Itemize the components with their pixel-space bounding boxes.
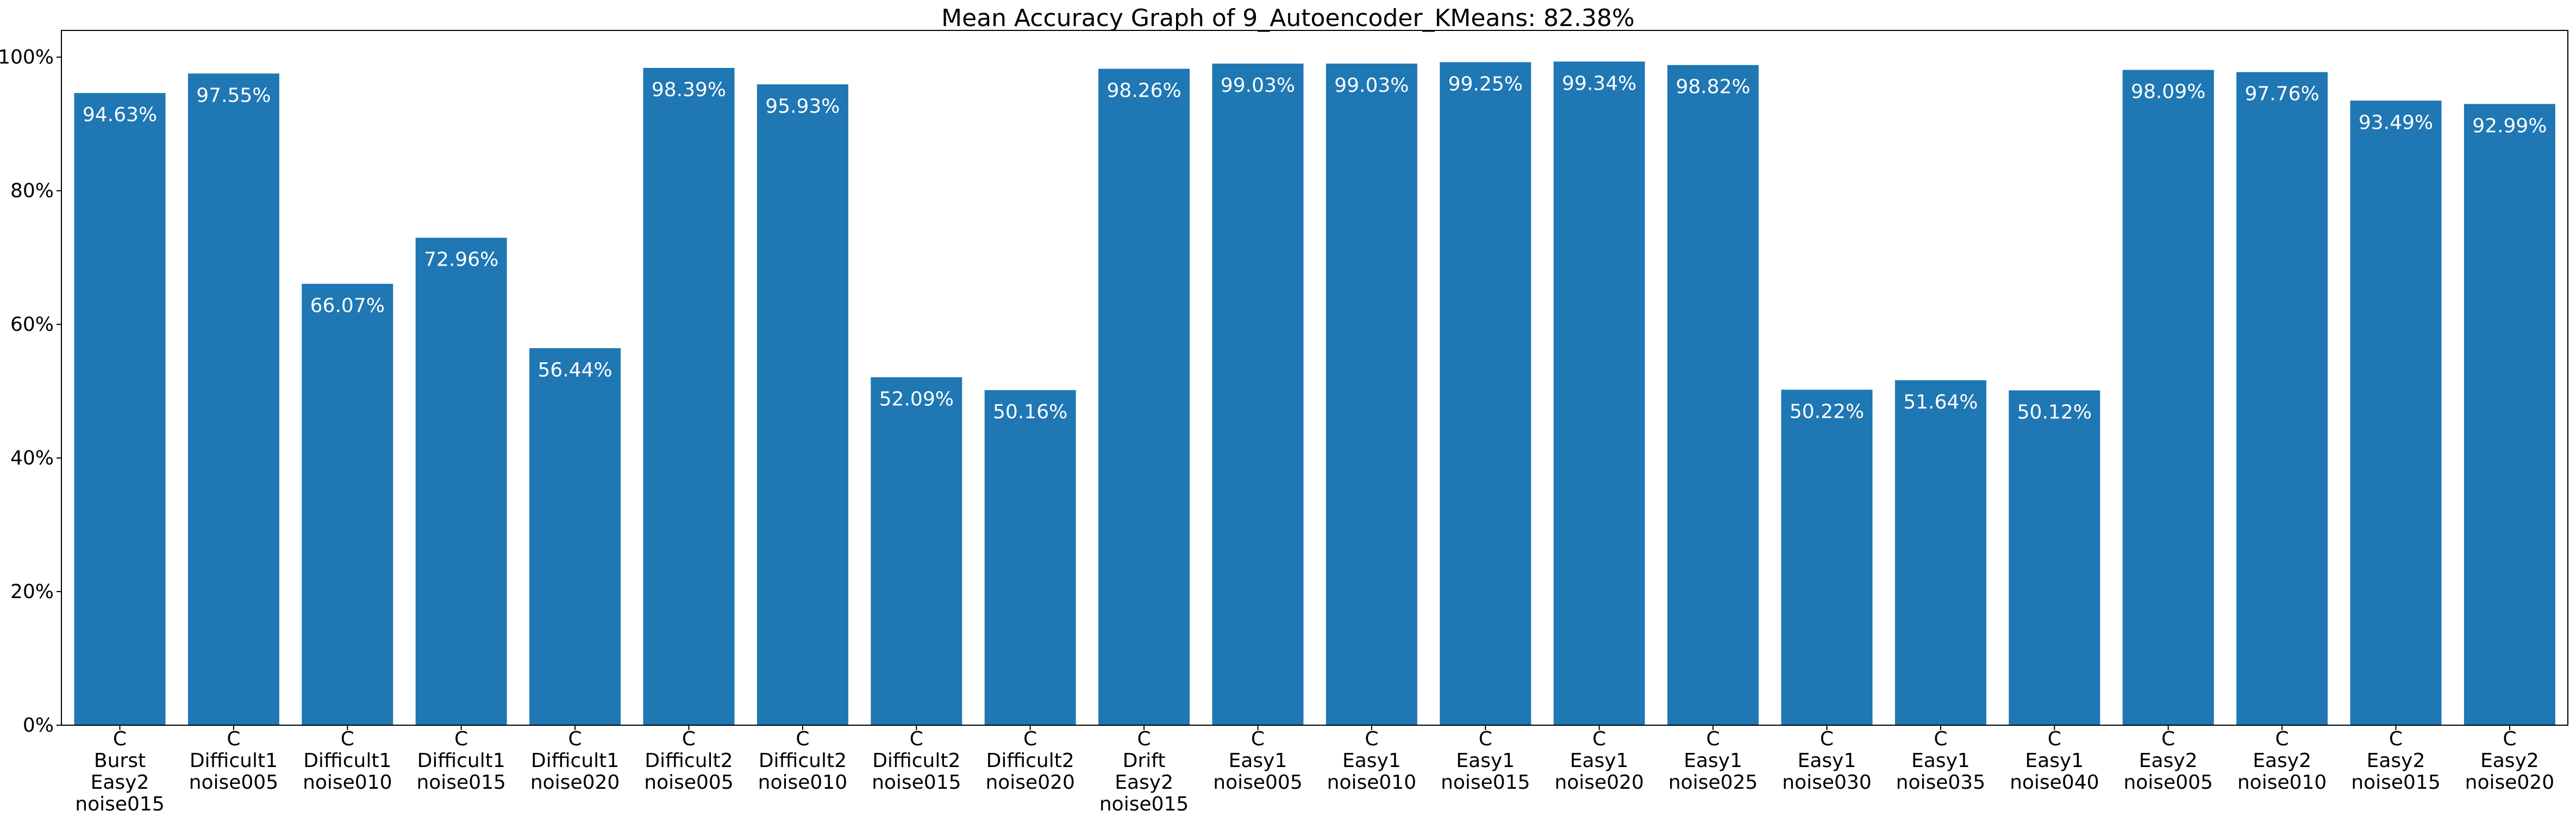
x-tick-label: C Difficult1 noise005	[189, 728, 278, 794]
bar	[2009, 390, 2100, 725]
x-tick-label: C Easy2 noise020	[2465, 728, 2554, 794]
bar	[984, 390, 1076, 725]
bar	[643, 67, 735, 726]
bar	[74, 93, 166, 726]
x-tick-label: C Easy2 noise010	[2237, 728, 2327, 794]
bar-value-label: 99.03%	[1221, 74, 1295, 97]
bar-value-label: 95.93%	[765, 95, 840, 117]
x-tick-label: C Difficult2 noise005	[644, 728, 733, 794]
bar-value-label: 51.64%	[1903, 391, 1978, 413]
x-axis: C Burst Easy2 noise015 C Difficult1 noise005 C D…	[75, 725, 2554, 815]
bar-value-label: 98.39%	[652, 79, 726, 101]
bar	[756, 84, 848, 725]
bar-value-label: 98.09%	[2131, 81, 2205, 103]
x-tick-label: C Difficult2 noise015	[872, 728, 961, 794]
x-tick-label: C Easy2 noise015	[2351, 728, 2440, 794]
plot-frame	[61, 30, 2568, 726]
chart-title: Mean Accuracy Graph of 9_Autoencoder_KMe…	[941, 4, 1635, 32]
bar	[187, 73, 279, 725]
bar-value-label: 99.25%	[1448, 73, 1523, 95]
bar-value-label: 94.63%	[83, 104, 157, 126]
bar-value-label: 99.03%	[1334, 74, 1409, 97]
bar	[1553, 61, 1645, 725]
bar-value-label: 52.09%	[879, 388, 954, 410]
bar-value-label: 72.96%	[424, 249, 498, 271]
bar-value-label: 97.76%	[2244, 83, 2319, 105]
x-tick-label: C Easy1 noise040	[2010, 728, 2099, 794]
x-tick-label: C Difficult1 noise015	[416, 728, 505, 794]
bar	[415, 237, 507, 726]
x-tick-label: C Easy1 noise025	[1668, 728, 1758, 794]
bar-value-label: 92.99%	[2472, 115, 2547, 137]
y-tick-label: 100%	[0, 46, 54, 68]
bar	[1781, 389, 1873, 725]
x-tick-label: C Difficult1 noise020	[530, 728, 620, 794]
bars-layer: 94.63% 97.55% 66.07% 72.96% 56.44% 98.39% 95.9…	[74, 61, 2555, 726]
x-tick-label: C Easy2 noise005	[2123, 728, 2212, 794]
x-tick-label: C Difficult1 noise010	[303, 728, 392, 794]
bar	[2464, 104, 2555, 725]
bar-value-label: 98.82%	[1675, 76, 1750, 98]
x-tick-label: C Easy1 noise035	[1896, 728, 1985, 794]
x-tick-label: C Difficult2 noise010	[758, 728, 847, 794]
bar-value-label: 93.49%	[2359, 111, 2433, 134]
x-tick-label: C Easy1 noise015	[1441, 728, 1530, 794]
bar-value-label: 99.34%	[1562, 72, 1636, 95]
bar	[302, 284, 393, 725]
x-tick-label: C Easy1 noise010	[1327, 728, 1416, 794]
bar	[1098, 68, 1190, 726]
x-tick-label: C Easy1 noise005	[1213, 728, 1302, 794]
bar-value-label: 50.16%	[993, 401, 1067, 423]
bar	[1440, 62, 1531, 725]
bar-value-label: 97.55%	[196, 84, 271, 106]
y-tick-label: 0%	[23, 714, 54, 737]
bar-value-label: 66.07%	[310, 294, 385, 317]
y-tick-label: 40%	[10, 447, 54, 469]
y-tick-label: 20%	[10, 581, 54, 603]
bar	[871, 377, 962, 725]
bar	[1325, 64, 1417, 726]
bar	[2350, 100, 2442, 725]
x-tick-label: C Drift Easy2 noise015	[1099, 728, 1189, 815]
bar-value-label: 98.26%	[1106, 80, 1181, 102]
y-axis: 0% 20% 40% 60% 80% 100%	[0, 46, 61, 737]
bar-value-label: 50.12%	[2017, 401, 2092, 424]
bar-value-label: 56.44%	[537, 359, 612, 381]
y-tick-label: 60%	[10, 313, 54, 336]
bar	[529, 348, 621, 725]
x-tick-label: C Easy1 noise030	[1782, 728, 1871, 794]
bar-value-label: 50.22%	[1790, 400, 1864, 423]
bar	[1212, 64, 1304, 726]
y-tick-label: 80%	[10, 180, 54, 202]
bar	[2236, 72, 2328, 726]
x-tick-label: C Difficult2 noise020	[985, 728, 1074, 794]
bar	[1895, 380, 1986, 725]
bar	[2122, 70, 2214, 726]
x-tick-label: C Easy1 noise020	[1554, 728, 1643, 794]
bar	[1667, 65, 1759, 726]
x-tick-label: C Burst Easy2 noise015	[75, 728, 164, 815]
